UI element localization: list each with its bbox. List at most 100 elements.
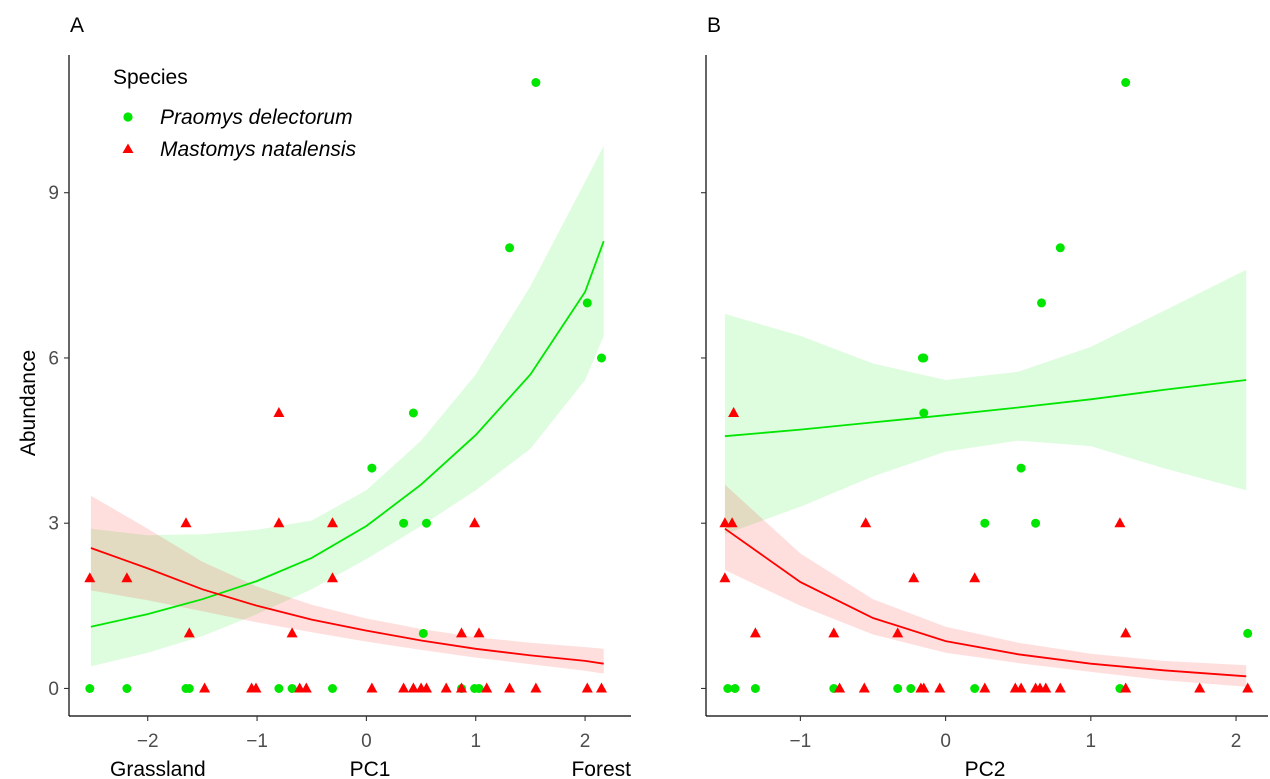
confidence-band-praomys-delectorum xyxy=(724,269,1247,535)
panel-b-y-ticks xyxy=(701,192,706,690)
data-point-mastomys-natalensis xyxy=(398,682,410,693)
fit-line-praomys-delectorum xyxy=(90,240,605,628)
data-point-mastomys-natalensis xyxy=(407,682,419,693)
data-point-praomys-delectorum xyxy=(893,684,903,693)
data-point-mastomys-natalensis xyxy=(908,572,920,583)
data-point-mastomys-natalensis xyxy=(979,682,991,693)
data-point-praomys-delectorum xyxy=(919,408,929,418)
data-point-praomys-delectorum xyxy=(1121,78,1131,87)
data-point-praomys-delectorum xyxy=(750,684,760,693)
panel-a-tag: A xyxy=(70,14,84,37)
legend-label-mastomys: Mastomys natalensis xyxy=(160,138,357,161)
data-point-mastomys-natalensis xyxy=(581,682,593,693)
panel-b-x-axis-title: PC2 xyxy=(965,758,1006,779)
data-point-mastomys-natalensis xyxy=(858,682,870,693)
data-point-mastomys-natalensis xyxy=(273,407,285,417)
data-point-praomys-delectorum xyxy=(1031,518,1041,528)
confidence-band-praomys-delectorum xyxy=(90,145,604,667)
y-tick-label: 6 xyxy=(48,348,59,369)
data-point-mastomys-natalensis xyxy=(918,682,930,693)
data-point-mastomys-natalensis xyxy=(1120,627,1132,638)
data-point-mastomys-natalensis xyxy=(121,572,133,583)
data-point-praomys-delectorum xyxy=(906,684,916,693)
fit-line-mastomys-natalensis xyxy=(724,527,1247,678)
confidence-band-mastomys-natalensis xyxy=(724,484,1247,687)
x-tick-label: 0 xyxy=(940,731,951,752)
y-axis-title: Abundance xyxy=(17,350,40,456)
x-tick-label: −2 xyxy=(137,731,159,752)
data-point-praomys-delectorum xyxy=(399,518,409,528)
legend-marker-mastomys xyxy=(122,143,134,153)
data-point-praomys-delectorum xyxy=(1016,463,1026,473)
legend: Species Praomys delectorum Mastomys nata… xyxy=(113,66,357,161)
panel-b-fit-lines xyxy=(724,379,1247,678)
data-point-mastomys-natalensis xyxy=(327,517,338,528)
data-point-mastomys-natalensis xyxy=(1114,517,1126,528)
x-tick-label: 1 xyxy=(1086,731,1097,752)
data-point-mastomys-natalensis xyxy=(834,682,846,693)
data-point-mastomys-natalensis xyxy=(183,627,195,638)
data-point-mastomys-natalensis xyxy=(84,572,96,583)
legend-label-praomys: Praomys delectorum xyxy=(160,106,353,129)
data-point-mastomys-natalensis xyxy=(286,627,298,638)
data-point-mastomys-natalensis xyxy=(892,627,904,638)
data-point-praomys-delectorum xyxy=(367,463,377,473)
panel-b-points xyxy=(719,78,1254,693)
data-point-praomys-delectorum xyxy=(970,684,980,693)
data-point-mastomys-natalensis xyxy=(1194,682,1206,693)
data-point-praomys-delectorum xyxy=(287,684,297,693)
data-point-mastomys-natalensis xyxy=(1054,682,1066,693)
panel-a-y-ticks: 0 3 6 9 xyxy=(48,183,69,700)
data-point-mastomys-natalensis xyxy=(1242,682,1254,693)
data-point-praomys-delectorum xyxy=(1037,298,1046,308)
data-point-mastomys-natalensis xyxy=(530,682,542,693)
data-point-praomys-delectorum xyxy=(474,684,484,693)
data-point-mastomys-natalensis xyxy=(456,627,467,638)
legend-title: Species xyxy=(113,66,188,89)
panel-b-x-ticks: −1 0 1 2 xyxy=(790,716,1241,752)
data-point-praomys-delectorum xyxy=(422,518,431,528)
panel-a-x-axis-title: PC1 xyxy=(350,758,391,779)
panel-b-confidence-bands xyxy=(724,269,1247,687)
data-point-mastomys-natalensis xyxy=(469,517,481,528)
panel-a-fit-lines xyxy=(90,240,605,665)
x-tick-label: −1 xyxy=(246,731,268,752)
data-point-mastomys-natalensis xyxy=(250,682,262,693)
panel-a-x-ticks: −2 −1 0 1 2 xyxy=(137,716,590,752)
y-tick-label: 3 xyxy=(48,514,59,535)
y-tick-label: 9 xyxy=(48,183,59,204)
data-point-mastomys-natalensis xyxy=(828,627,840,638)
x-tick-label: 1 xyxy=(470,731,481,752)
panel-b-tag: B xyxy=(707,14,721,37)
data-point-praomys-delectorum xyxy=(597,353,606,363)
data-point-praomys-delectorum xyxy=(1055,243,1065,253)
data-point-mastomys-natalensis xyxy=(473,627,485,638)
data-point-praomys-delectorum xyxy=(582,298,592,308)
data-point-mastomys-natalensis xyxy=(749,627,761,638)
panel-a-confidence-bands xyxy=(90,145,604,674)
panel-a: A Abundance 0 3 6 9 −2 −1 0 1 2 PC1 Grassland F… xyxy=(17,14,631,779)
x-tick-label: 0 xyxy=(361,731,372,752)
data-point-praomys-delectorum xyxy=(184,684,194,693)
data-point-mastomys-natalensis xyxy=(1120,682,1132,693)
legend-marker-praomys xyxy=(123,112,133,122)
data-point-mastomys-natalensis xyxy=(456,682,467,693)
data-point-mastomys-natalensis xyxy=(421,682,432,693)
data-point-mastomys-natalensis xyxy=(728,407,740,417)
data-point-praomys-delectorum xyxy=(919,353,929,363)
data-point-mastomys-natalensis xyxy=(300,682,312,693)
x-tick-label: −1 xyxy=(790,731,812,752)
panel-a-points xyxy=(84,78,607,693)
data-point-mastomys-natalensis xyxy=(440,682,452,693)
data-point-mastomys-natalensis xyxy=(934,682,946,693)
y-tick-label: 0 xyxy=(48,679,59,700)
data-point-mastomys-natalensis xyxy=(719,517,731,528)
data-point-mastomys-natalensis xyxy=(504,682,516,693)
data-point-mastomys-natalensis xyxy=(180,517,192,528)
data-point-praomys-delectorum xyxy=(418,628,428,638)
data-point-mastomys-natalensis xyxy=(969,572,981,583)
x-tick-label: 2 xyxy=(580,731,591,752)
data-point-mastomys-natalensis xyxy=(719,572,731,583)
fit-line-mastomys-natalensis xyxy=(90,547,604,665)
